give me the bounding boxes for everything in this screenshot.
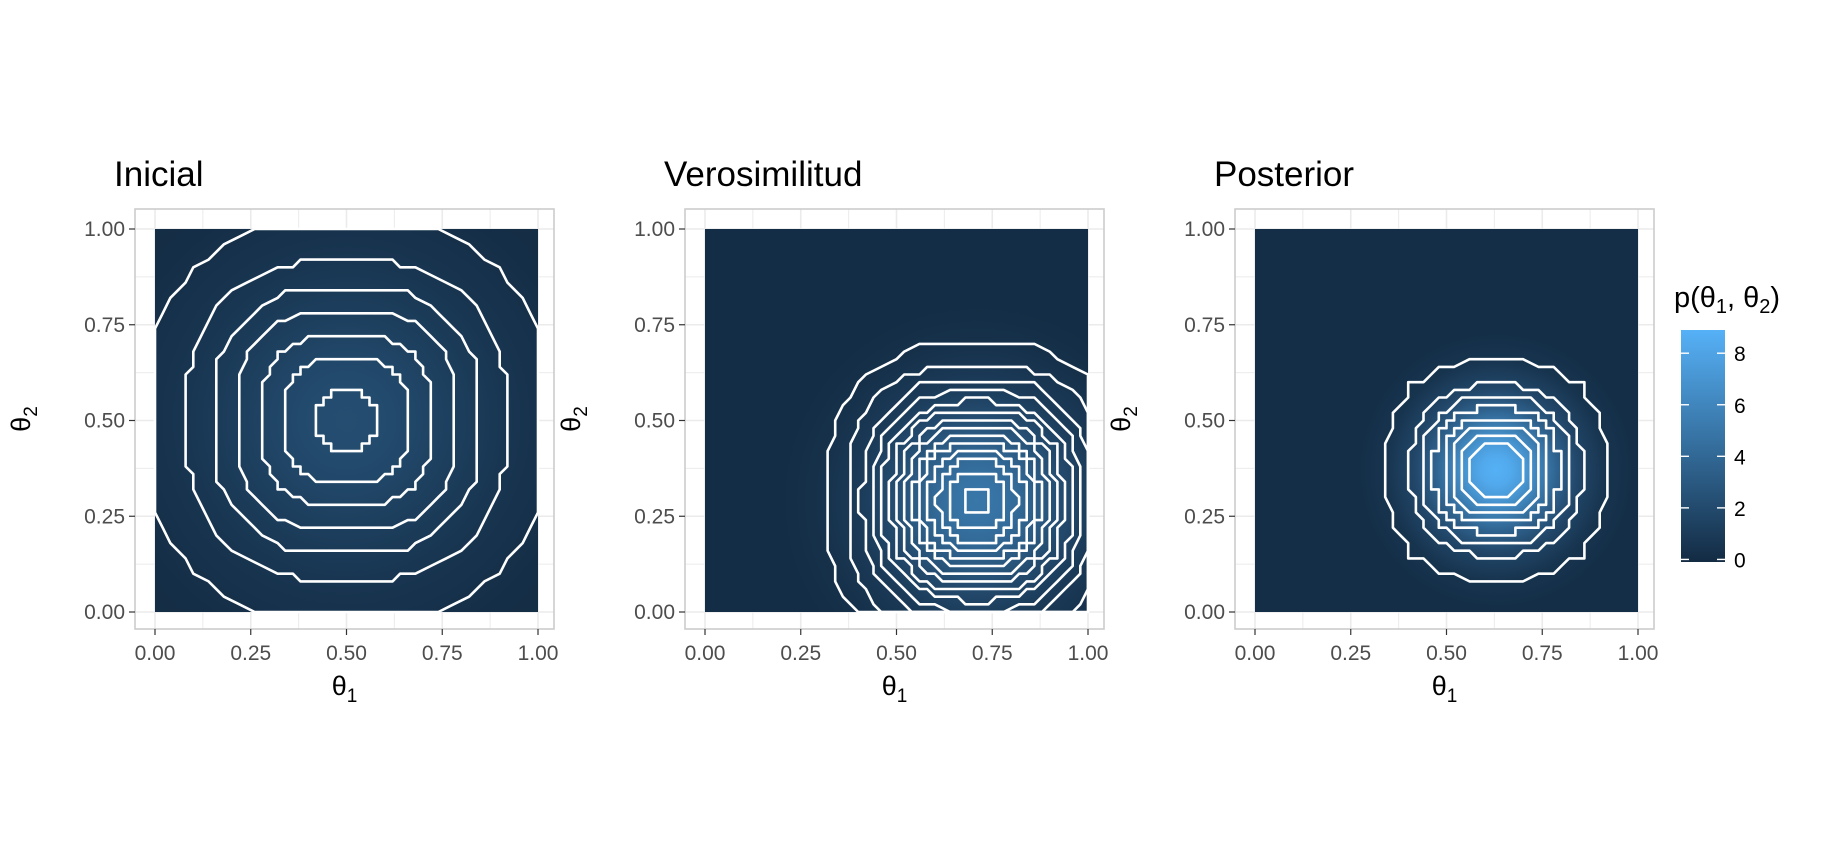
legend: p(θ1, θ2) 8 6 4 2 0 xyxy=(1674,282,1780,572)
contour-line xyxy=(283,357,410,484)
y-tick-label: 1.00 xyxy=(84,218,125,241)
panel-1: Inicial 0.00 0.25 0.50 0.75 1.00 0.00 0.25 0.50 0… xyxy=(6,155,558,707)
x-tick-label: 0.25 xyxy=(230,642,271,665)
x-tick-label: 0.50 xyxy=(876,642,917,665)
x-tick-label: 0.50 xyxy=(1426,642,1467,665)
x-tick-label: 0.75 xyxy=(422,642,463,665)
contour-line xyxy=(872,388,1082,614)
contour-line xyxy=(948,472,1005,529)
colorbar-label: 0 xyxy=(1734,549,1746,572)
colorbar-label: 8 xyxy=(1734,343,1746,366)
y-tick-label: 0.25 xyxy=(1184,505,1225,528)
y-tick-label: 0.25 xyxy=(84,505,125,528)
contour-line xyxy=(910,434,1044,568)
x-tick-label: 1.00 xyxy=(1068,642,1109,665)
contour-line xyxy=(902,426,1051,575)
contour-line xyxy=(1468,442,1525,499)
x-tick-label: 0.25 xyxy=(780,642,821,665)
x-axis-label: θ1 xyxy=(332,671,358,707)
y-tick-label: 0.50 xyxy=(84,410,125,433)
y-tick-label: 1.00 xyxy=(1184,218,1225,241)
x-tick-label: 0.50 xyxy=(326,642,367,665)
panel-2: Verosimilitud 0.00 0.25 0.50 0.75 1.00 0.00 0.2… xyxy=(556,155,1108,707)
panel-border xyxy=(1234,208,1655,630)
colorbar-label: 4 xyxy=(1734,446,1746,469)
contour-line xyxy=(1383,357,1609,583)
colorbar-label: 2 xyxy=(1734,498,1746,521)
contour-line xyxy=(925,449,1028,552)
density-surface xyxy=(155,229,538,612)
panel-title: Verosimilitud xyxy=(664,155,862,194)
contour-line xyxy=(856,380,1090,614)
y-tick-label: 0.75 xyxy=(1184,314,1225,337)
contour-line xyxy=(238,312,455,529)
contour-line xyxy=(849,365,1090,614)
legend-title: p(θ1, θ2) xyxy=(1674,282,1780,318)
x-tick-label: 0.75 xyxy=(972,642,1013,665)
panel-title: Posterior xyxy=(1214,155,1354,194)
y-tick-label: 0.75 xyxy=(84,314,125,337)
contour-line xyxy=(887,411,1067,591)
y-tick-label: 0.00 xyxy=(84,601,125,624)
contour-line xyxy=(964,488,990,514)
y-axis-label: θ2 xyxy=(1106,406,1142,432)
x-tick-label: 1.00 xyxy=(518,642,559,665)
contour-line xyxy=(153,227,540,614)
contour-line xyxy=(1452,426,1540,514)
x-tick-label: 0.25 xyxy=(1330,642,1371,665)
contour-line xyxy=(895,419,1059,583)
y-axis-label: θ2 xyxy=(556,406,592,432)
panel-3: Posterior 0.00 0.25 0.50 0.75 1.00 0.00 0.25 0.5… xyxy=(1106,155,1658,707)
y-tick-label: 0.50 xyxy=(634,410,675,433)
contour-line xyxy=(918,442,1036,560)
panel-border xyxy=(684,208,1105,630)
contour-line xyxy=(879,396,1074,606)
x-tick-label: 1.00 xyxy=(1618,642,1659,665)
contour-line xyxy=(260,334,433,507)
contour-line xyxy=(184,258,509,583)
contour-line xyxy=(1406,380,1586,560)
x-tick-label: 0.75 xyxy=(1522,642,1563,665)
contour-line xyxy=(1460,434,1533,507)
x-tick-label: 0.00 xyxy=(1235,642,1276,665)
y-axis-label: θ2 xyxy=(6,406,42,432)
contour-line xyxy=(933,457,1021,545)
x-axis-label: θ1 xyxy=(1432,671,1458,707)
contour-line xyxy=(1445,419,1548,522)
panels: Inicial 0.00 0.25 0.50 0.75 1.00 0.00 0.25 0.50 0… xyxy=(6,155,1658,707)
colorbar-label: 6 xyxy=(1734,395,1746,418)
contour-line xyxy=(1422,396,1571,545)
y-tick-label: 0.00 xyxy=(1184,601,1225,624)
contour-line xyxy=(1429,403,1563,537)
colorbar xyxy=(1681,330,1725,562)
panel-title: Inicial xyxy=(114,155,203,194)
y-tick-label: 0.50 xyxy=(1184,410,1225,433)
panel-border xyxy=(134,208,555,630)
y-tick-label: 0.25 xyxy=(634,505,675,528)
x-tick-label: 0.00 xyxy=(685,642,726,665)
contour-line xyxy=(314,388,379,453)
x-axis-label: θ1 xyxy=(882,671,908,707)
y-tick-label: 1.00 xyxy=(634,218,675,241)
y-tick-label: 0.75 xyxy=(634,314,675,337)
x-tick-label: 0.00 xyxy=(135,642,176,665)
contour-line xyxy=(215,289,478,552)
y-tick-label: 0.00 xyxy=(634,601,675,624)
